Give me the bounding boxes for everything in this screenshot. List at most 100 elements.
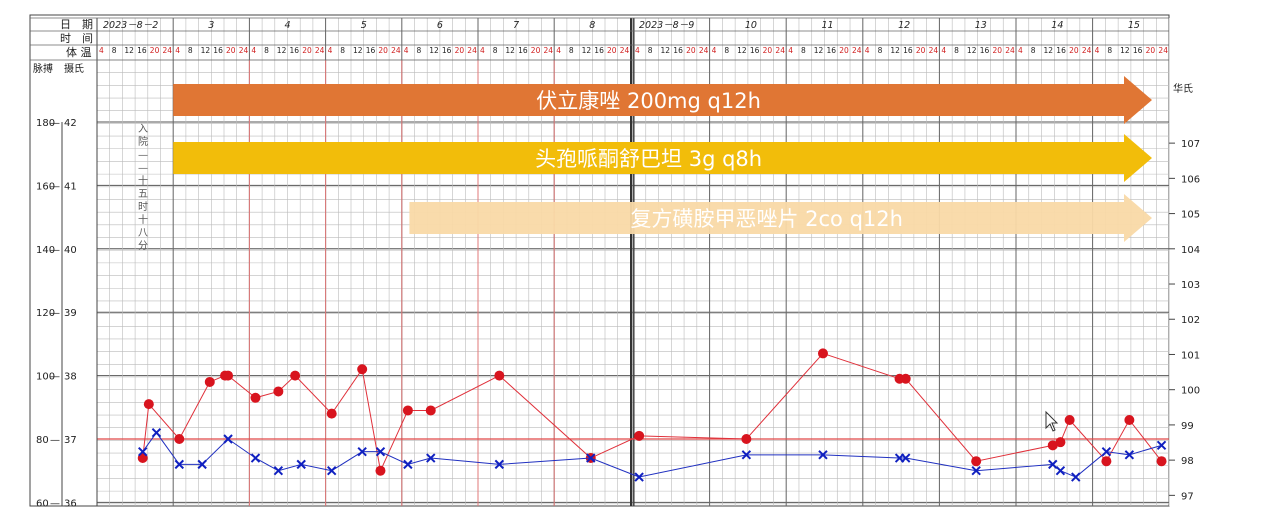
pulse-point	[357, 364, 368, 375]
temperature-x-stroke	[1055, 465, 1066, 476]
temperature-x-stroke	[586, 453, 596, 463]
temperature-x-stroke	[250, 453, 261, 463]
hour-cell: 20	[455, 46, 465, 55]
pulse-point	[741, 434, 752, 444]
drug-label: 头孢哌酮舒巴坦 3g q8h	[535, 147, 762, 171]
temperature-x-stroke	[138, 446, 148, 457]
temperature-point	[151, 427, 162, 438]
temperature-point	[426, 453, 436, 463]
hour-cell: 24	[1005, 46, 1015, 55]
hour-cell: 20	[531, 46, 541, 55]
pulse-label: 脉搏	[33, 62, 53, 75]
temperature-x-stroke	[426, 453, 436, 463]
temperature-point	[900, 453, 911, 463]
drug-arrow	[409, 194, 1152, 242]
hour-cell: 4	[788, 46, 793, 55]
hour-cell: 24	[852, 46, 862, 55]
hour-cell: 20	[226, 46, 236, 55]
hour-cell: 8	[878, 46, 883, 55]
temperature-x-stroke	[1071, 472, 1081, 482]
pulse-point	[290, 370, 301, 381]
hour-cell: 16	[673, 46, 683, 55]
hour-cell: 20	[686, 46, 696, 55]
temperature-x-stroke	[403, 459, 413, 470]
hour-cell: 8	[188, 46, 193, 55]
pulse-point	[817, 348, 828, 359]
hour-cell: 4	[941, 46, 946, 55]
temperature-point	[174, 459, 185, 470]
hour-cell: 12	[1044, 46, 1054, 55]
temperature-point	[250, 453, 261, 463]
temperature-x-stroke	[375, 446, 386, 457]
hour-cell: 12	[737, 46, 747, 55]
annotation-char: 十	[138, 174, 148, 187]
pulse-point	[143, 399, 154, 410]
hour-cell: 20	[302, 46, 312, 55]
hour-cell: 20	[1146, 46, 1156, 55]
hour-cell: 8	[417, 46, 422, 55]
temperature-x-stroke	[1101, 446, 1112, 457]
hour-cell: 4	[556, 46, 561, 55]
drug-label: 复方磺胺甲恶唑片 2co q12h	[630, 207, 902, 231]
temperature-point	[741, 450, 752, 460]
temperature-point	[634, 472, 644, 482]
temperature-point	[586, 453, 596, 463]
annotation-char: 十	[138, 213, 148, 226]
date-cell: 10	[745, 20, 757, 31]
pulse-point	[900, 373, 911, 384]
date-cell: 15	[1128, 20, 1140, 31]
hour-cell: 16	[1056, 46, 1066, 55]
temperature-x-stroke	[357, 446, 367, 457]
temperature-point	[1071, 472, 1081, 482]
temperature-point	[1048, 459, 1058, 470]
fahrenheit-tick: 103	[1181, 280, 1200, 291]
date-cell: 7	[513, 20, 519, 31]
hour-cell: 20	[916, 46, 926, 55]
hour-cell: 4	[404, 46, 409, 55]
celsius-tick-prefix: —	[50, 181, 60, 192]
pulse-point	[1101, 456, 1112, 467]
chart-series	[137, 348, 1167, 482]
hour-cell: 8	[724, 46, 729, 55]
hour-cell: 4	[251, 46, 256, 55]
hour-cell: 4	[865, 46, 870, 55]
hour-cell: 12	[124, 46, 134, 55]
date-cell: 12	[898, 20, 910, 31]
hour-cell: 4	[328, 46, 333, 55]
hour-cell: 8	[954, 46, 959, 55]
hour-cell: 24	[391, 46, 401, 55]
temperature-point	[818, 450, 828, 460]
pulse-point	[273, 386, 284, 397]
celsius-tick-prefix: —	[50, 245, 60, 256]
temperature-point	[494, 459, 505, 470]
hour-cell: 20	[992, 46, 1002, 55]
mouse-cursor-icon	[1045, 410, 1059, 432]
date-cell: 4	[285, 20, 291, 31]
hour-cell: 16	[827, 46, 837, 55]
date-cell: 13	[975, 20, 987, 31]
pulse-tick: 140	[36, 245, 55, 256]
celsius-tick: 36	[64, 498, 77, 509]
pulse-tick: 100	[36, 372, 55, 383]
hour-cell: 8	[264, 46, 269, 55]
temperature-x-stroke	[273, 465, 284, 476]
hour-cell: 24	[467, 46, 477, 55]
temperature-point	[1055, 465, 1066, 476]
hour-cell: 12	[661, 46, 671, 55]
celsius-tick-prefix: —	[50, 308, 60, 319]
celsius-tick: 39	[64, 308, 77, 319]
hour-cell: 24	[1082, 46, 1092, 55]
hour-cell: 20	[378, 46, 388, 55]
pulse-point	[1124, 414, 1135, 425]
annotation-char: 分	[138, 240, 148, 252]
temperature-point	[273, 465, 284, 476]
annotation-char: 时	[138, 201, 148, 213]
pulse-point	[971, 456, 982, 467]
hour-cell: 24	[1158, 46, 1168, 55]
fahrenheit-tick: 104	[1181, 245, 1200, 256]
annotation-char: 入	[138, 124, 148, 135]
date-cell: 6	[437, 20, 443, 31]
hour-cell: 24	[620, 46, 630, 55]
temperature-x-stroke	[634, 472, 644, 482]
